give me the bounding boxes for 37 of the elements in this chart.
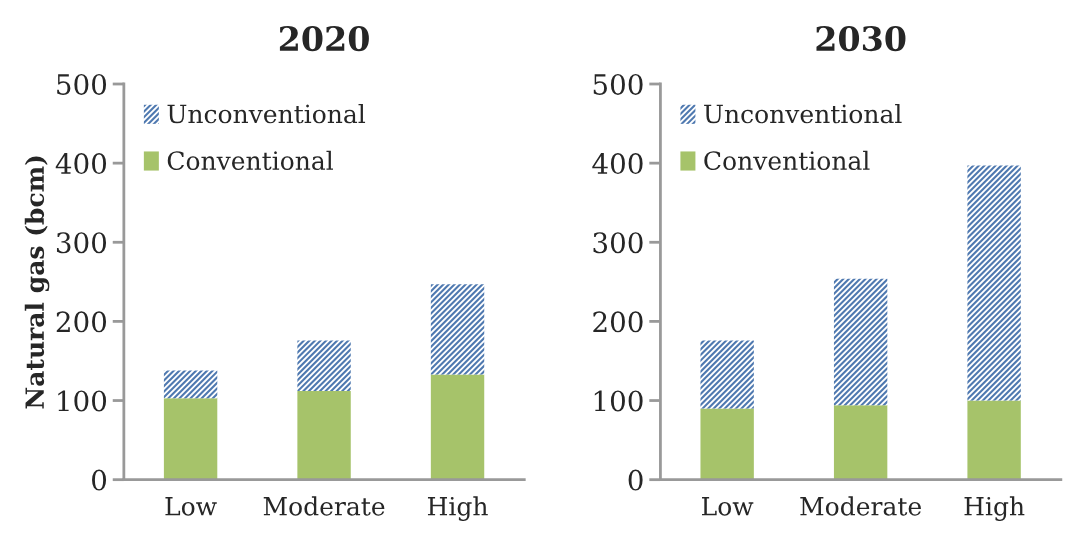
bar xyxy=(297,391,351,480)
bar xyxy=(430,374,485,480)
y-tick-label: 100 xyxy=(594,390,643,412)
bar xyxy=(700,408,754,480)
y-tick-label: 0 xyxy=(628,469,643,491)
y-tick-label: 0 xyxy=(92,469,107,491)
y-tick-label: 500 xyxy=(593,73,643,95)
bar xyxy=(700,340,754,409)
legend-label: Conventional xyxy=(704,150,870,171)
x-tick-label: High xyxy=(964,496,1025,521)
y-tick-label: 200 xyxy=(56,311,107,333)
legend-label: Unconventional xyxy=(167,104,366,124)
y-tick-label: 300 xyxy=(593,232,643,254)
legend-label: Unconventional xyxy=(704,104,902,124)
bar xyxy=(967,165,1021,401)
bar xyxy=(833,278,888,406)
y-tick-label: 200 xyxy=(593,311,643,333)
y-tick-label: 300 xyxy=(56,232,107,254)
y-tick-label: 100 xyxy=(58,390,107,412)
bar xyxy=(163,398,218,480)
x-tick-label: Moderate xyxy=(800,496,921,516)
bar xyxy=(967,400,1021,480)
legend-label: Conventional xyxy=(167,150,333,171)
x-tick-label: High xyxy=(427,496,488,521)
x-tick-label: Low xyxy=(165,497,217,516)
y-axis-title: Natural gas (bcm) xyxy=(24,156,50,409)
bar xyxy=(430,284,485,375)
bar xyxy=(297,340,351,392)
chart-title: 2020 xyxy=(279,25,369,52)
bar xyxy=(833,405,888,480)
y-tick-label: 500 xyxy=(57,73,107,95)
y-tick-label: 400 xyxy=(55,153,107,175)
y-tick-label: 400 xyxy=(592,153,643,175)
x-tick-label: Moderate xyxy=(263,496,385,516)
bar xyxy=(163,370,218,399)
x-tick-label: Low xyxy=(702,497,754,516)
chart-title: 2030 xyxy=(816,25,906,52)
